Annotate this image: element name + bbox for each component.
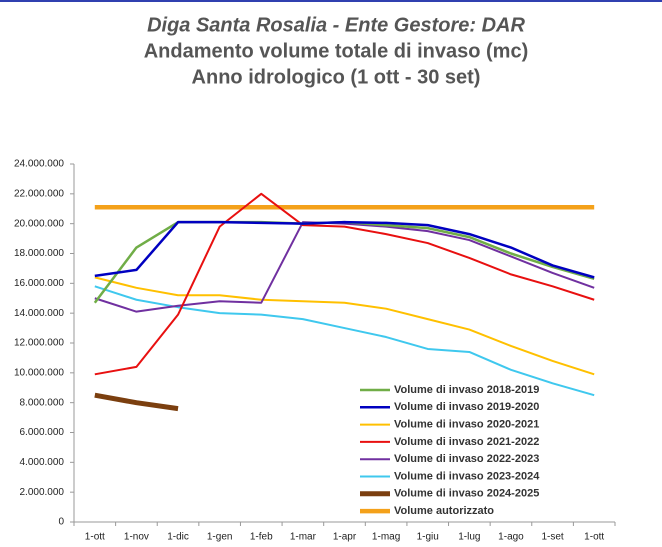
x-tick-label: 1-nov — [124, 532, 149, 543]
x-tick-label: 1-mar — [290, 532, 317, 543]
y-tick-label: 8.000.000 — [20, 397, 65, 408]
x-tick-label: 1-mag — [372, 532, 400, 543]
series-line — [94, 192, 595, 376]
x-tick-label: 1-gen — [207, 532, 233, 543]
x-tick-label: 1-ott — [584, 532, 604, 543]
y-tick-label: 14.000.000 — [14, 308, 64, 319]
y-tick-label: 22.000.000 — [14, 188, 64, 199]
y-tick-label: 10.000.000 — [14, 367, 64, 378]
x-tick-label: 1-apr — [333, 532, 357, 543]
series-line — [94, 276, 595, 376]
y-tick-label: 4.000.000 — [20, 457, 65, 468]
y-tick-label: 6.000.000 — [20, 427, 65, 438]
series-line — [93, 220, 595, 304]
series-line — [94, 220, 595, 279]
y-tick-label: 12.000.000 — [14, 338, 64, 349]
y-tick-label: 16.000.000 — [14, 278, 64, 289]
y-tick-label: 24.000.000 — [14, 159, 64, 170]
x-tick-label: 1-ott — [85, 532, 105, 543]
legend-label: Volume di invaso 2020-2021 — [394, 419, 539, 431]
legend-label: Volume di invaso 2023-2024 — [394, 470, 540, 482]
legend-label: Volume di invaso 2024-2025 — [394, 488, 539, 500]
chart-subtitle: Andamento volume totale di invaso (mc) — [144, 40, 529, 62]
y-tick-label: 20.000.000 — [14, 218, 64, 229]
y-tick-label: 18.000.000 — [14, 248, 64, 259]
x-tick-label: 1-feb — [250, 532, 273, 543]
x-tick-label: 1-giu — [417, 532, 439, 543]
x-tick-label: 1-lug — [458, 532, 480, 543]
legend-label: Volume autorizzato — [394, 505, 494, 517]
y-tick-label: 2.000.000 — [20, 487, 65, 498]
legend-label: Volume di invaso 2019-2020 — [394, 401, 539, 413]
legend-label: Volume di invaso 2022-2023 — [394, 453, 539, 465]
x-tick-label: 1-ago — [498, 532, 524, 543]
series-line — [94, 285, 595, 397]
series-line — [94, 221, 595, 313]
chart-subtitle: Anno idrologico (1 ott - 30 set) — [192, 66, 481, 88]
legend-label: Volume di invaso 2021-2022 — [394, 436, 539, 448]
series-line — [94, 392, 179, 412]
x-tick-label: 1-set — [541, 532, 563, 543]
chart-title: Diga Santa Rosalia - Ente Gestore: DAR — [147, 14, 525, 36]
x-tick-label: 1-dic — [167, 532, 189, 543]
legend-label: Volume di invaso 2018-2019 — [394, 384, 539, 396]
y-tick-label: 0 — [58, 517, 64, 528]
